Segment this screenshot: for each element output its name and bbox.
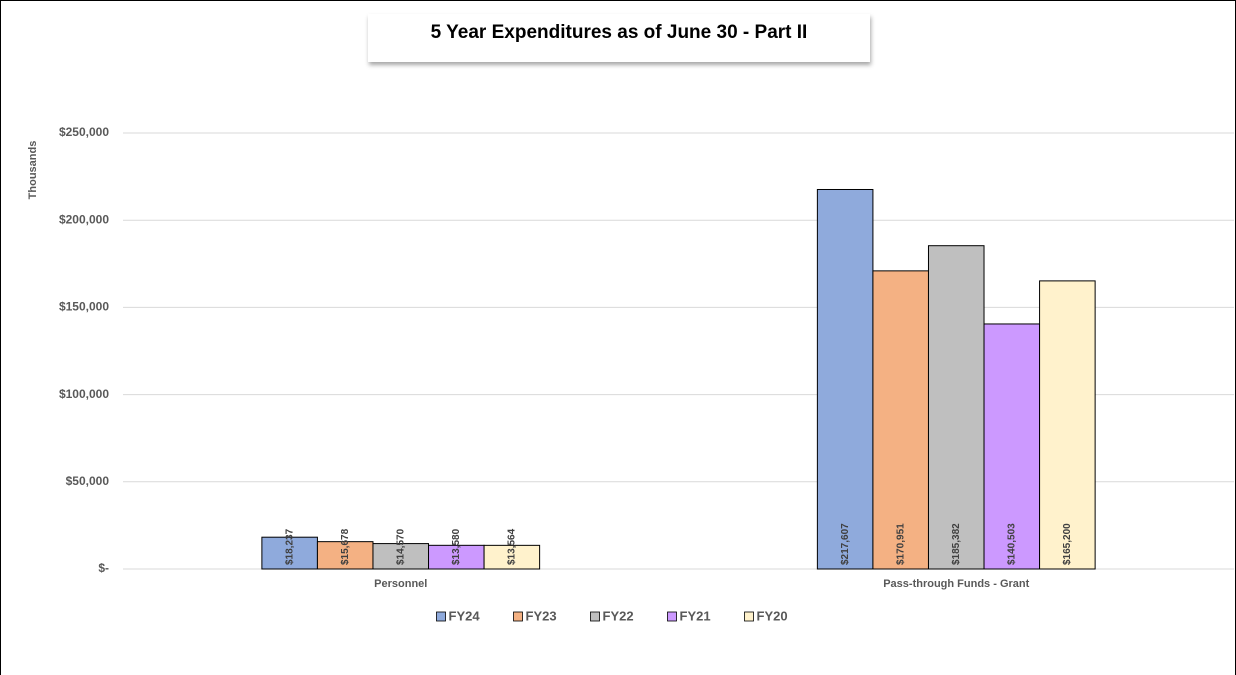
legend-label: FY20 xyxy=(757,608,788,623)
y-tick-label: $200,000 xyxy=(59,212,109,226)
value-label: $170,951 xyxy=(895,523,906,565)
legend-label: FY23 xyxy=(526,608,557,623)
value-label: $185,382 xyxy=(951,523,962,565)
y-axis-label: Thousands xyxy=(27,141,39,200)
value-label: $217,607 xyxy=(840,523,851,565)
legend-swatch xyxy=(436,611,446,622)
value-label: $18,237 xyxy=(284,528,295,565)
x-tick-label: Personnel xyxy=(374,578,427,590)
value-label: $13,580 xyxy=(451,528,462,565)
bar xyxy=(927,245,985,570)
bar xyxy=(983,323,1041,570)
bar xyxy=(372,543,430,570)
value-label: $15,678 xyxy=(340,528,351,565)
chart-title: 5 Year Expenditures as of June 30 - Part… xyxy=(431,22,808,43)
legend-swatch xyxy=(590,611,600,622)
bar xyxy=(316,541,374,570)
bar xyxy=(872,270,929,570)
bar xyxy=(1039,280,1096,570)
bar xyxy=(816,188,874,570)
value-label: $14,570 xyxy=(395,528,406,565)
y-tick-label: $250,000 xyxy=(59,125,109,139)
legend-swatch xyxy=(513,611,523,622)
bar xyxy=(483,544,541,570)
y-tick-label: $50,000 xyxy=(66,474,110,488)
x-tick-label: Pass-through Funds - Grant xyxy=(883,578,1029,590)
value-label: $165,200 xyxy=(1062,523,1073,565)
legend-label: FY21 xyxy=(680,608,711,623)
legend-label: FY22 xyxy=(603,608,634,623)
legend-swatch xyxy=(667,611,677,622)
value-label: $13,564 xyxy=(506,528,517,565)
y-tick-label: $150,000 xyxy=(59,300,109,314)
y-tick-label: $- xyxy=(98,561,109,575)
y-tick-label: $100,000 xyxy=(59,387,109,401)
legend-label: FY24 xyxy=(449,608,481,623)
legend-swatch xyxy=(744,611,754,622)
title-box xyxy=(368,14,870,62)
value-label: $140,503 xyxy=(1006,523,1017,565)
